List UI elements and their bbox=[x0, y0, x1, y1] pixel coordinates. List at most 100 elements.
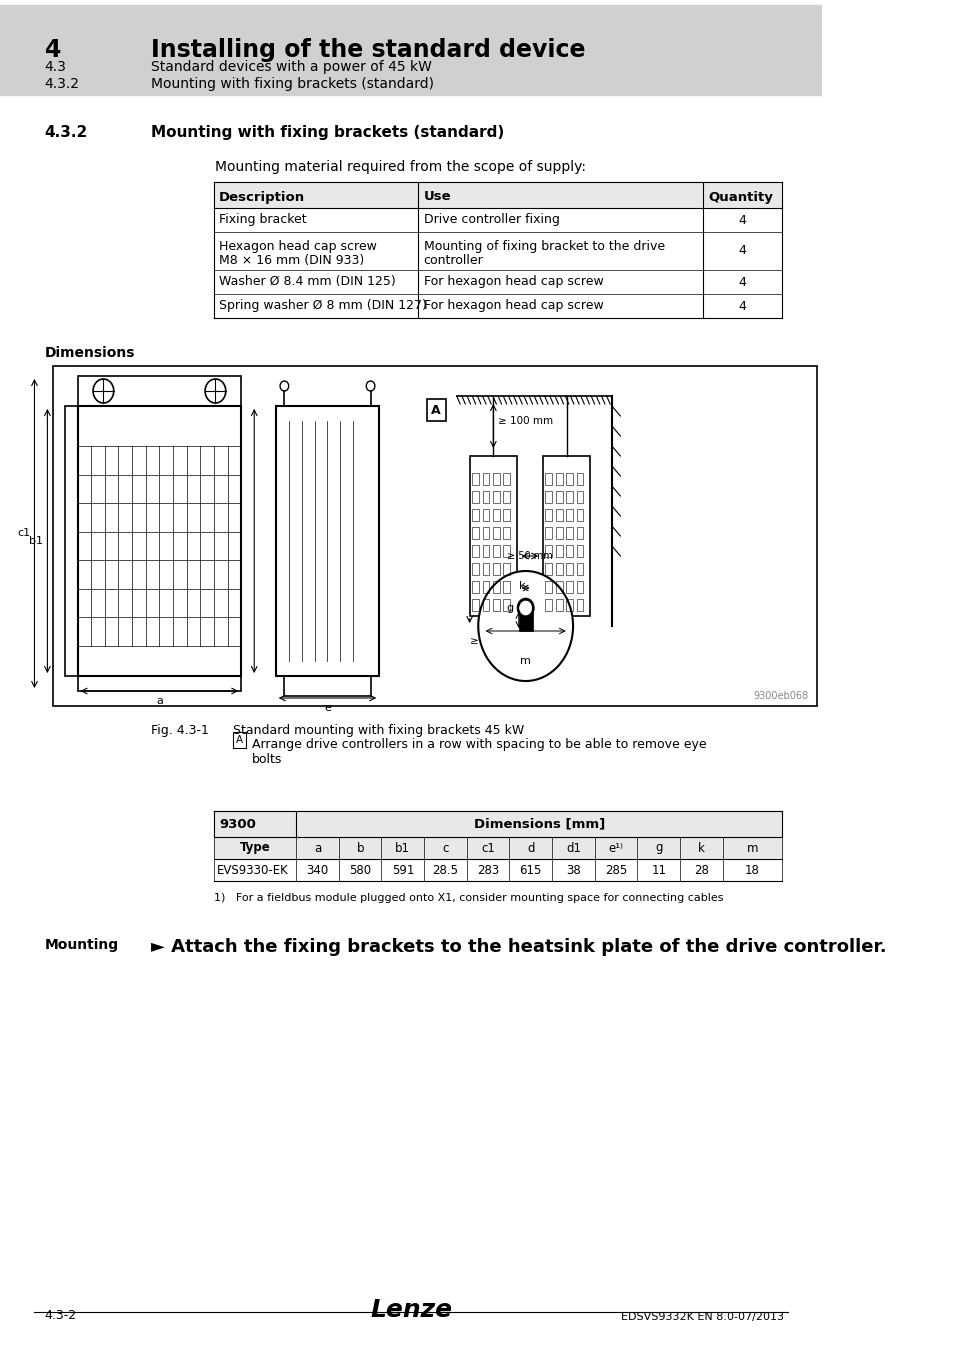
Text: Mounting material required from the scope of supply:: Mounting material required from the scop… bbox=[215, 161, 586, 174]
Bar bbox=[493, 526, 499, 539]
Bar bbox=[565, 580, 573, 593]
Text: e¹⁾: e¹⁾ bbox=[608, 841, 623, 855]
Text: Installing of the standard device: Installing of the standard device bbox=[151, 38, 585, 62]
Bar bbox=[493, 563, 499, 575]
Text: Mounting with fixing brackets (standard): Mounting with fixing brackets (standard) bbox=[151, 77, 434, 90]
Bar bbox=[472, 472, 478, 485]
Bar bbox=[493, 580, 499, 593]
Text: k: k bbox=[518, 580, 525, 591]
Bar bbox=[482, 545, 489, 558]
Bar bbox=[493, 472, 499, 485]
Bar bbox=[565, 599, 573, 612]
Bar bbox=[482, 472, 489, 485]
Text: 9300: 9300 bbox=[218, 818, 255, 830]
Text: Drive controller fixing: Drive controller fixing bbox=[423, 213, 558, 227]
Text: 4.3.2: 4.3.2 bbox=[45, 77, 80, 90]
Bar bbox=[53, 366, 816, 706]
Bar bbox=[576, 472, 583, 485]
Text: Type: Type bbox=[239, 841, 270, 855]
Bar bbox=[77, 377, 241, 406]
Text: For hexagon head cap screw: For hexagon head cap screw bbox=[423, 275, 602, 289]
Text: ≥ 100mm: ≥ 100mm bbox=[469, 636, 521, 647]
Text: Fixing bracket: Fixing bracket bbox=[218, 213, 306, 227]
Text: 18: 18 bbox=[744, 864, 760, 876]
Text: Hexagon head cap screw: Hexagon head cap screw bbox=[218, 240, 376, 252]
Text: 28: 28 bbox=[693, 864, 708, 876]
Circle shape bbox=[477, 571, 573, 680]
Text: 4: 4 bbox=[738, 275, 746, 289]
Bar bbox=[472, 599, 478, 612]
Text: 4: 4 bbox=[738, 300, 746, 312]
Bar bbox=[576, 599, 583, 612]
Text: Standard mounting with fixing brackets 45 kW: Standard mounting with fixing brackets 4… bbox=[233, 724, 523, 737]
Text: g: g bbox=[655, 841, 661, 855]
Text: c1: c1 bbox=[17, 528, 30, 539]
Bar bbox=[556, 526, 562, 539]
Text: Washer Ø 8.4 mm (DIN 125): Washer Ø 8.4 mm (DIN 125) bbox=[218, 275, 395, 289]
Bar bbox=[0, 5, 821, 95]
Bar bbox=[545, 472, 552, 485]
Text: c1: c1 bbox=[480, 841, 495, 855]
Text: ► Attach the fixing brackets to the heatsink plate of the drive controller.: ► Attach the fixing brackets to the heat… bbox=[151, 938, 885, 956]
Bar bbox=[493, 491, 499, 504]
Text: 4: 4 bbox=[45, 38, 61, 62]
Bar bbox=[542, 456, 590, 616]
Bar bbox=[576, 563, 583, 575]
Text: Arrange drive controllers in a row with spacing to be able to remove eye
bolts: Arrange drive controllers in a row with … bbox=[252, 738, 705, 765]
Text: c: c bbox=[442, 841, 448, 855]
Bar bbox=[576, 545, 583, 558]
Text: 38: 38 bbox=[565, 864, 580, 876]
Text: 340: 340 bbox=[306, 864, 328, 876]
Bar bbox=[482, 526, 489, 539]
Bar bbox=[503, 599, 510, 612]
Text: d: d bbox=[526, 841, 534, 855]
Text: b: b bbox=[356, 841, 363, 855]
Circle shape bbox=[519, 601, 531, 616]
Bar bbox=[503, 545, 510, 558]
Text: 285: 285 bbox=[604, 864, 626, 876]
Bar bbox=[275, 406, 378, 676]
Bar bbox=[565, 526, 573, 539]
Text: 1)   For a fieldbus module plugged onto X1, consider mounting space for connecti: 1) For a fieldbus module plugged onto X1… bbox=[213, 892, 722, 903]
Text: 591: 591 bbox=[392, 864, 414, 876]
Text: m: m bbox=[519, 656, 531, 666]
Bar bbox=[545, 563, 552, 575]
Bar bbox=[565, 472, 573, 485]
Bar bbox=[545, 509, 552, 521]
Bar bbox=[565, 545, 573, 558]
Bar bbox=[472, 563, 478, 575]
Bar bbox=[482, 491, 489, 504]
Bar bbox=[472, 491, 478, 504]
Text: b1: b1 bbox=[29, 536, 43, 545]
Text: M8 × 16 mm (DIN 933): M8 × 16 mm (DIN 933) bbox=[218, 254, 364, 267]
Text: A: A bbox=[235, 734, 243, 745]
Bar bbox=[503, 563, 510, 575]
Text: Quantity: Quantity bbox=[707, 190, 772, 204]
Bar bbox=[556, 563, 562, 575]
Bar bbox=[576, 526, 583, 539]
Bar bbox=[213, 270, 781, 294]
Bar bbox=[503, 509, 510, 521]
Bar bbox=[472, 545, 478, 558]
Text: Description: Description bbox=[218, 190, 305, 204]
Text: Mounting: Mounting bbox=[45, 938, 119, 952]
Bar bbox=[556, 545, 562, 558]
Text: e: e bbox=[324, 703, 331, 713]
Text: 4: 4 bbox=[738, 244, 746, 258]
Text: b1: b1 bbox=[395, 841, 410, 855]
Bar bbox=[493, 509, 499, 521]
Text: controller: controller bbox=[423, 254, 483, 267]
Bar bbox=[556, 509, 562, 521]
Text: k: k bbox=[698, 841, 704, 855]
Bar bbox=[518, 609, 532, 630]
Text: A: A bbox=[431, 404, 440, 417]
Bar bbox=[77, 406, 241, 676]
Text: 4.3-2: 4.3-2 bbox=[45, 1310, 77, 1322]
Text: ≥ 50 mm: ≥ 50 mm bbox=[507, 551, 553, 562]
Text: Dimensions [mm]: Dimensions [mm] bbox=[474, 818, 604, 830]
Text: g: g bbox=[506, 603, 513, 613]
Bar bbox=[576, 491, 583, 504]
Text: a: a bbox=[314, 841, 321, 855]
Bar bbox=[213, 232, 781, 270]
Bar bbox=[556, 472, 562, 485]
